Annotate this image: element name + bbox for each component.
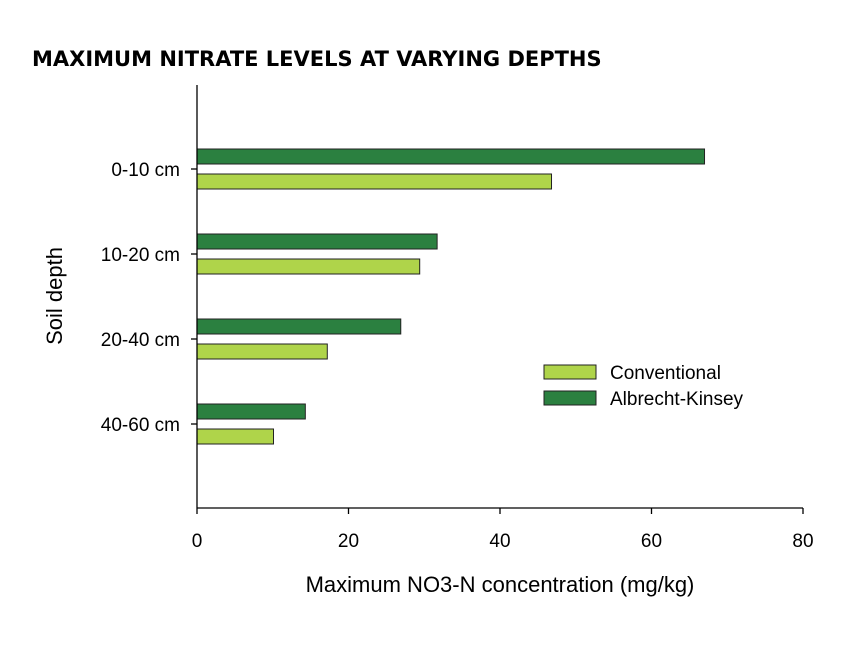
bar-conventional-0-10cm [196,173,553,190]
y-tick-label: 10-20 cm [101,245,180,266]
y-ticks: 0-10 cm 10-20 cm 20-40 cm 40-60 cm [101,160,197,436]
y-tick-label: 40-60 cm [101,415,180,436]
bar-conventional-10-20cm [196,258,421,275]
bar-conventional-20-40cm [196,343,328,360]
x-tick-label: 20 [338,531,359,552]
bar-albrecht-kinsey-10-20cm [196,233,438,250]
bar-albrecht-kinsey-20-40cm [196,318,402,335]
y-tick-label: 0-10 cm [111,160,180,181]
bar-albrecht-kinsey-40-60cm [196,403,306,420]
legend: Conventional Albrecht-Kinsey [543,363,744,410]
y-axis-label: Soil depth [42,247,67,345]
legend-label-conventional: Conventional [610,363,721,384]
x-tick-label: 60 [641,531,662,552]
bar-conventional-40-60cm [196,428,275,445]
legend-label-albrecht-kinsey: Albrecht-Kinsey [610,389,744,410]
legend-swatch-conventional [543,364,597,380]
x-axis-label: Maximum NO3-N concentration (mg/kg) [306,572,695,597]
x-tick-label: 0 [192,531,203,552]
chart-title: MAXIMUM NITRATE LEVELS AT VARYING DEPTHS [32,47,602,71]
y-tick-label: 20-40 cm [101,330,180,351]
x-tick-label: 80 [792,531,813,552]
x-ticks: 0 20 40 60 80 [192,508,814,552]
legend-swatch-albrecht-kinsey [543,390,597,406]
bar-albrecht-kinsey-0-10cm [196,148,706,165]
x-tick-label: 40 [489,531,510,552]
